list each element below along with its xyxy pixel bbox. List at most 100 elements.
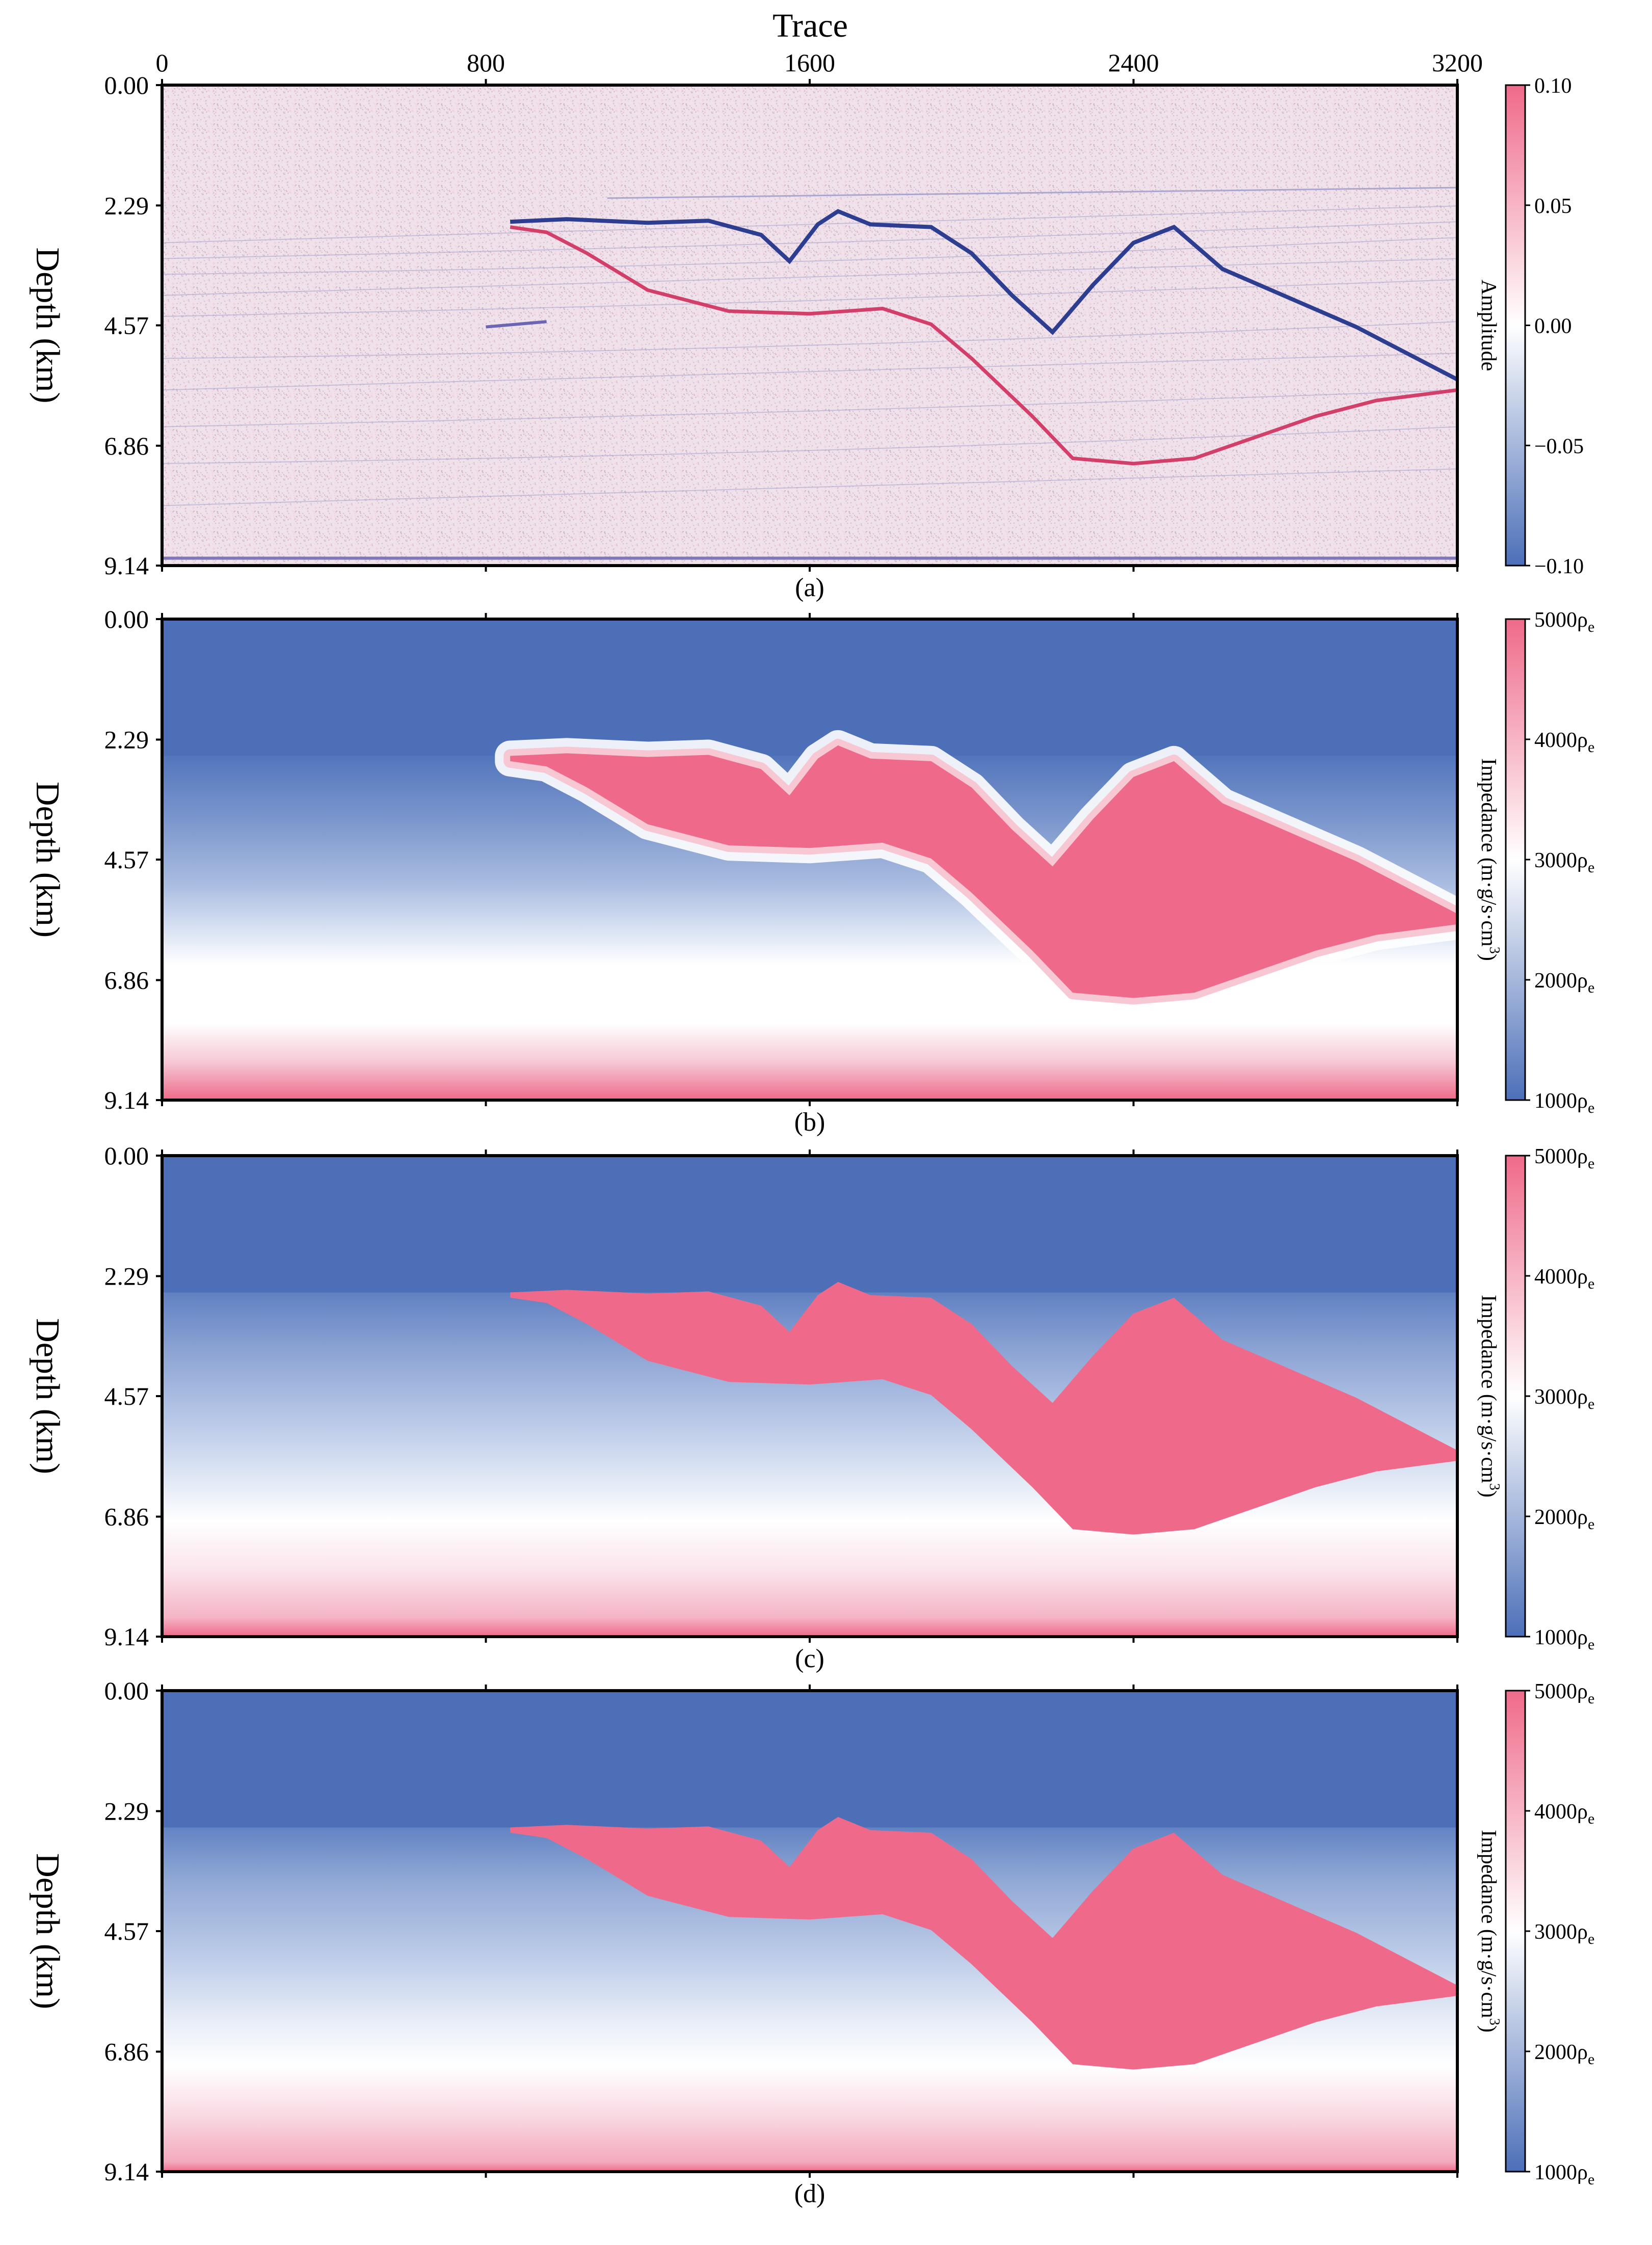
y-tick-label: 2.29	[104, 1797, 149, 1826]
colorbar-tick-subscript: e	[1588, 619, 1594, 635]
panel-c: 0.00 2.29 4.57 6.86 9.14 Depth (km) (c) 5000ρe 4…	[29, 1141, 1594, 1673]
panel-d: 0.00 2.29 4.57 6.86 9.14 Depth (km) (d) 5000ρe 4…	[29, 1676, 1594, 2208]
x-tick-label: 2400	[1108, 48, 1159, 77]
y-tick-label: 2.29	[104, 191, 149, 220]
reflector-line	[162, 321, 1457, 359]
colorbar-tick-label: 2000ρe	[1534, 1506, 1594, 1533]
x-tick-label: 3200	[1432, 48, 1483, 77]
y-axis-title: Depth (km)	[29, 1853, 66, 2009]
colorbar-title-end: )	[1477, 954, 1500, 961]
y-tick-label: 9.14	[104, 1086, 149, 1114]
y-tick-label: 4.57	[104, 1917, 149, 1945]
colorbar-tick-subscript: e	[1588, 2051, 1594, 2068]
colorbar-tick-subscript: e	[1588, 1100, 1594, 1116]
colorbar-gradient	[1505, 1690, 1526, 2173]
colorbar: 0.10 0.05 0.00 −0.05 −0.10 Amplitude	[1477, 74, 1584, 578]
colorbar-tick-label: 2000ρe	[1534, 969, 1594, 996]
colorbar-tick-label: 3000ρe	[1534, 1385, 1594, 1412]
colorbar-tick-label: 3000ρe	[1534, 1920, 1594, 1947]
colorbar-title: Impedance (m·g/s·cm3)	[1477, 1295, 1502, 1498]
reflector-line	[607, 186, 1457, 199]
x-tick-label: 1600	[784, 48, 835, 77]
reflector-line	[162, 389, 1457, 427]
colorbar-title: Amplitude	[1477, 280, 1500, 371]
colorbar-tick-subscript: e	[1588, 2171, 1594, 2188]
reflector-segment	[486, 320, 547, 329]
y-tick-label: 6.86	[104, 432, 149, 460]
water-layer	[162, 1156, 1457, 1293]
y-tick-label: 0.00	[104, 1141, 149, 1170]
y-tick-label: 6.86	[104, 2038, 149, 2066]
panel-b: 0.00 2.29 4.57 6.86 9.14 Depth (km) (b) 5000ρe 4…	[29, 605, 1594, 1137]
colorbar: 5000ρe 4000ρe 3000ρe 2000ρe 1000ρe Impedance …	[1477, 1145, 1594, 1653]
colorbar-tick-subscript: e	[1588, 1516, 1594, 1533]
panel-label: (b)	[794, 1108, 825, 1137]
colorbar-tick-subscript: e	[1588, 859, 1594, 876]
colorbar-title-end: )	[1477, 2025, 1500, 2033]
colorbar-gradient	[1505, 1155, 1526, 1638]
colorbar: 5000ρe 4000ρe 3000ρe 2000ρe 1000ρe Impedance …	[1477, 1680, 1594, 2188]
colorbar-tick-label: 5000ρe	[1534, 1680, 1594, 1707]
colorbar-tick-subscript: e	[1588, 1275, 1594, 1292]
colorbar-tick-label: 0.00	[1534, 315, 1572, 338]
y-tick-label: 4.57	[104, 311, 149, 340]
colorbar-title-end: )	[1477, 1490, 1500, 1498]
y-tick-label: 2.29	[104, 726, 149, 754]
colorbar-tick-subscript: e	[1588, 1931, 1594, 1947]
reflector-line	[162, 258, 1457, 296]
x-axis-title: Trace	[772, 7, 848, 44]
colorbar-tick-subscript: e	[1588, 1690, 1594, 1707]
colorbar-gradient	[1505, 84, 1526, 567]
colorbar-title: Impedance (m·g/s·cm3)	[1477, 758, 1502, 961]
y-tick-label: 6.86	[104, 966, 149, 995]
panel-a: 0 800 1600 2400 3200 0.00 2.29 4.57 6.86 9.14 Dept…	[29, 48, 1584, 602]
y-tick-label: 0.00	[104, 71, 149, 99]
colorbar-tick-subscript: e	[1588, 1155, 1594, 1172]
colorbar-tick-subscript: e	[1588, 739, 1594, 756]
water-layer	[162, 619, 1457, 756]
colorbar-tick-label: 2000ρe	[1534, 2041, 1594, 2068]
x-tick-label: 0	[156, 48, 169, 77]
colorbar-tick-label: 1000ρe	[1534, 2161, 1594, 2188]
salt-top-reflector	[510, 209, 1457, 382]
colorbar: 5000ρe 4000ρe 3000ρe 2000ρe 1000ρe Impedance …	[1477, 608, 1594, 1116]
x-tick-label: 800	[467, 48, 505, 77]
colorbar-tick-label: −0.05	[1534, 435, 1584, 458]
colorbar-tick-subscript: e	[1588, 979, 1594, 996]
y-tick-label: 6.86	[104, 1503, 149, 1531]
seismic-background	[162, 85, 1457, 566]
colorbar-title: Impedance (m·g/s·cm3)	[1477, 1830, 1502, 2033]
colorbar-tick-subscript: e	[1588, 1636, 1594, 1653]
colorbar-gradient	[1505, 618, 1526, 1101]
salt-body	[510, 1281, 1457, 1535]
colorbar-tick-label: 4000ρe	[1534, 1265, 1594, 1292]
y-tick-label: 4.57	[104, 845, 149, 874]
colorbar-tick-subscript: e	[1588, 1396, 1594, 1412]
plot-area	[162, 1691, 1457, 2172]
salt-base-reflector	[510, 225, 1457, 466]
water-layer	[162, 1691, 1457, 1828]
y-tick-label: 9.14	[104, 551, 149, 580]
colorbar-tick-label: 0.10	[1534, 74, 1572, 98]
colorbar-tick-subscript: e	[1588, 1810, 1594, 1827]
plot-area	[162, 619, 1457, 1100]
colorbar-title-superscript: 3	[1486, 2018, 1502, 2025]
reflector-line	[162, 221, 1457, 259]
colorbar-tick-label: 0.05	[1534, 195, 1572, 218]
salt-body	[510, 745, 1457, 998]
y-tick-label: 2.29	[104, 1262, 149, 1291]
colorbar-tick-label: −0.10	[1534, 555, 1584, 578]
reflector-line	[162, 353, 1457, 391]
panel-label: (a)	[795, 573, 824, 602]
plot-area	[162, 1156, 1457, 1637]
reflector-line	[162, 468, 1457, 506]
panel-label: (c)	[795, 1644, 824, 1673]
colorbar-tick-label: 1000ρe	[1534, 1626, 1594, 1653]
colorbar-tick-label: 3000ρe	[1534, 849, 1594, 876]
colorbar-tick-label: 1000ρe	[1534, 1089, 1594, 1116]
salt-body	[510, 1816, 1457, 2070]
y-axis-title: Depth (km)	[29, 247, 66, 403]
colorbar-title-superscript: 3	[1486, 947, 1502, 954]
y-tick-label: 0.00	[104, 1676, 149, 1705]
